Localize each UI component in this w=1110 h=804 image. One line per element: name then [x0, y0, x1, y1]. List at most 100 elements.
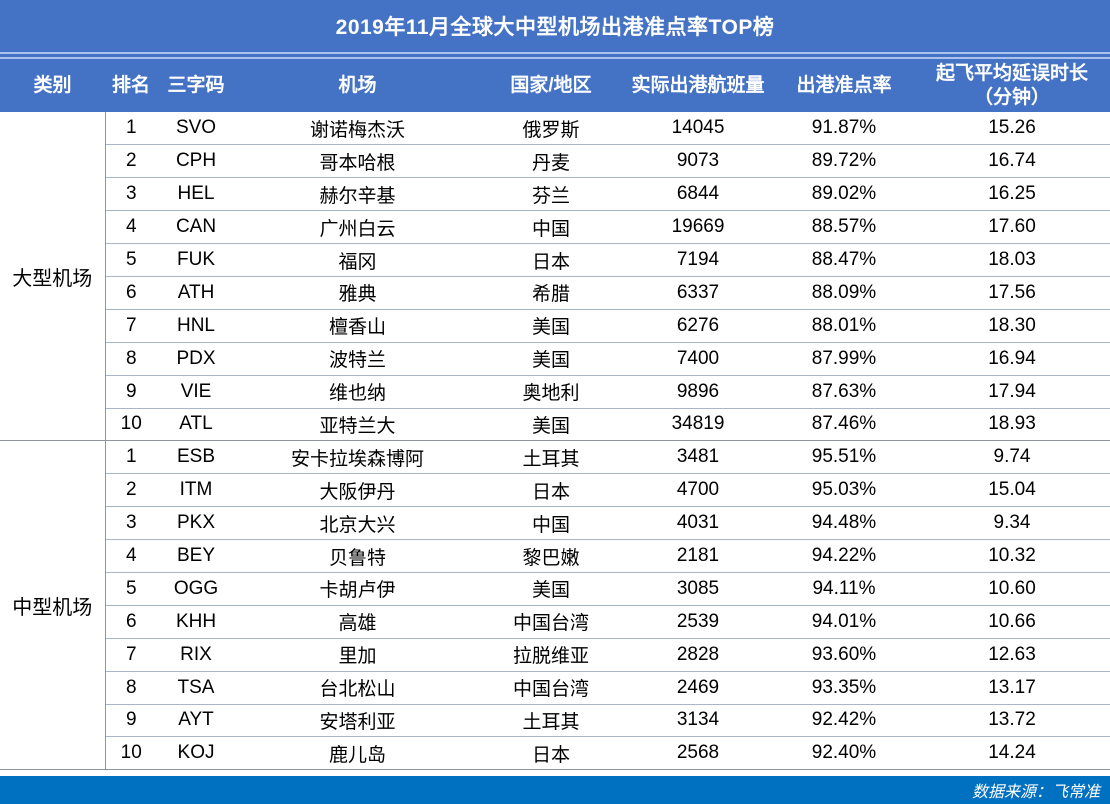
header-category: 类别 [0, 59, 105, 112]
cell-flights: 3481 [622, 440, 774, 475]
cell-country: 黎巴嫩 [480, 539, 622, 573]
cell-rank: 2 [105, 144, 157, 179]
cell-rank: 6 [105, 276, 157, 310]
cell-rank: 2 [105, 473, 157, 508]
cell-code: ITM [157, 473, 235, 508]
cell-code: ATH [157, 276, 235, 310]
cell-rank: 7 [105, 309, 157, 343]
cell-ontime: 88.57% [774, 210, 914, 245]
cell-ontime: 92.42% [774, 704, 914, 738]
cell-delay: 13.17 [914, 671, 1110, 705]
header-flights: 实际出港航班量 [622, 59, 774, 112]
cell-delay: 15.04 [914, 473, 1110, 508]
cell-airport: 卡胡卢伊 [235, 572, 480, 606]
cell-country: 中国 [480, 210, 622, 245]
cell-airport: 里加 [235, 638, 480, 672]
cell-country: 中国台湾 [480, 605, 622, 639]
table-row: 8 TSA 台北松山 中国台湾 2469 93.35% 13.17 [0, 671, 1110, 705]
cell-rank: 9 [105, 375, 157, 409]
cell-code: VIE [157, 375, 235, 409]
table-row: 9 VIE 维也纳 奥地利 9896 87.63% 17.94 [0, 375, 1110, 409]
cell-rank: 5 [105, 243, 157, 277]
cell-airport: 安塔利亚 [235, 704, 480, 738]
cell-flights: 2539 [622, 605, 774, 639]
cell-airport: 贝鲁特 [235, 539, 480, 573]
cell-code: KHH [157, 605, 235, 639]
cell-flights: 7400 [622, 342, 774, 376]
cell-delay: 16.25 [914, 177, 1110, 212]
cell-code: BEY [157, 539, 235, 573]
cell-country: 拉脱维亚 [480, 638, 622, 672]
cell-airport: 广州白云 [235, 210, 480, 245]
cell-country: 中国 [480, 506, 622, 541]
cell-country: 中国台湾 [480, 671, 622, 705]
cell-ontime: 94.48% [774, 506, 914, 541]
cell-country: 希腊 [480, 276, 622, 310]
title-separator [0, 52, 1110, 59]
cell-country: 日本 [480, 736, 622, 771]
cell-ontime: 88.01% [774, 309, 914, 343]
cell-rank: 6 [105, 605, 157, 639]
cell-airport: 鹿儿岛 [235, 736, 480, 771]
cell-country: 日本 [480, 473, 622, 508]
cell-code: PKX [157, 506, 235, 541]
cell-rank: 9 [105, 704, 157, 738]
section-large-airports: 大型机场 1 SVO 谢诺梅杰沃 俄罗斯 14045 91.87% 15.26 … [0, 112, 1110, 442]
cell-code: RIX [157, 638, 235, 672]
cell-airport: 赫尔辛基 [235, 177, 480, 212]
cell-airport: 高雄 [235, 605, 480, 639]
cell-delay: 17.60 [914, 210, 1110, 245]
cell-code: PDX [157, 342, 235, 376]
cell-ontime: 92.40% [774, 736, 914, 771]
header-ontime: 出港准点率 [774, 59, 914, 112]
cell-flights: 6337 [622, 276, 774, 310]
section-medium-airports: 中型机场 1 ESB 安卡拉埃森博阿 土耳其 3481 95.51% 9.74 … [0, 440, 1110, 771]
cell-flights: 6276 [622, 309, 774, 343]
cell-flights: 3134 [622, 704, 774, 738]
cell-rank: 4 [105, 539, 157, 573]
cell-rank: 4 [105, 210, 157, 245]
header-delay-line1: 起飞平均延误时长 [935, 62, 1088, 84]
cell-code: KOJ [157, 736, 235, 771]
cell-code: CPH [157, 144, 235, 179]
cell-flights: 2568 [622, 736, 774, 771]
cell-country: 俄罗斯 [480, 112, 622, 146]
cell-airport: 谢诺梅杰沃 [235, 112, 480, 146]
cell-delay: 18.93 [914, 408, 1110, 442]
cell-flights: 34819 [622, 408, 774, 442]
cell-rank: 8 [105, 671, 157, 705]
category-cell: 中型机场 [0, 440, 106, 771]
cell-ontime: 93.60% [774, 638, 914, 672]
cell-country: 美国 [480, 572, 622, 606]
cell-flights: 14045 [622, 112, 774, 146]
data-source-label: 数据来源：飞常准 [971, 784, 1100, 802]
cell-airport: 维也纳 [235, 375, 480, 409]
cell-country: 奥地利 [480, 375, 622, 409]
cell-airport: 安卡拉埃森博阿 [235, 440, 480, 475]
cell-airport: 大阪伊丹 [235, 473, 480, 508]
cell-airport: 北京大兴 [235, 506, 480, 541]
table-row: 2 CPH 哥本哈根 丹麦 9073 89.72% 16.74 [0, 144, 1110, 179]
cell-airport: 亚特兰大 [235, 408, 480, 442]
cell-delay: 16.94 [914, 342, 1110, 376]
cell-ontime: 94.11% [774, 572, 914, 606]
cell-country: 美国 [480, 309, 622, 343]
cell-delay: 10.66 [914, 605, 1110, 639]
cell-code: HNL [157, 309, 235, 343]
table-row: 4 CAN 广州白云 中国 19669 88.57% 17.60 [0, 210, 1110, 245]
cell-airport: 雅典 [235, 276, 480, 310]
cell-code: ESB [157, 440, 235, 475]
page-title: 2019年11月全球大中型机场出港准点率TOP榜 [0, 0, 1110, 52]
cell-delay: 12.63 [914, 638, 1110, 672]
cell-flights: 19669 [622, 210, 774, 245]
cell-delay: 13.72 [914, 704, 1110, 738]
cell-ontime: 91.87% [774, 112, 914, 146]
cell-airport: 檀香山 [235, 309, 480, 343]
cell-flights: 2828 [622, 638, 774, 672]
cell-ontime: 89.72% [774, 144, 914, 179]
cell-delay: 16.74 [914, 144, 1110, 179]
cell-flights: 9896 [622, 375, 774, 409]
table-header: 类别 排名 三字码 机场 国家/地区 实际出港航班量 出港准点率 起飞平均延误时… [0, 59, 1110, 112]
cell-ontime: 87.99% [774, 342, 914, 376]
